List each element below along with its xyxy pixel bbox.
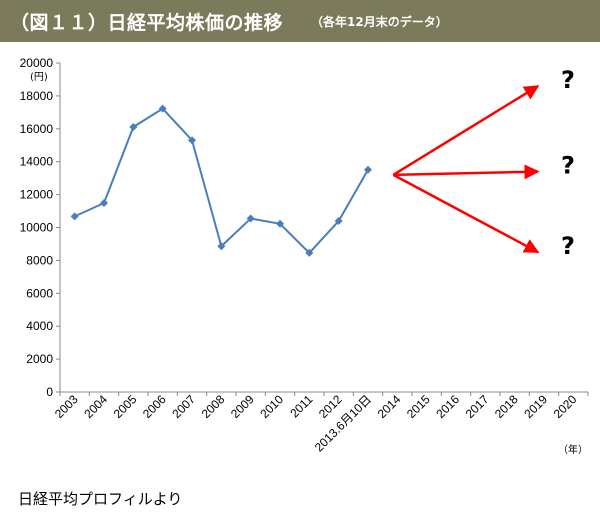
x-tick-label: 2016 (433, 392, 462, 421)
series-line (74, 107, 369, 255)
x-tick-label: 2009 (228, 392, 257, 421)
x-tick-label: 2015 (404, 392, 433, 421)
data-point (334, 217, 343, 226)
data-point (305, 248, 314, 257)
x-tick-label: 2005 (111, 392, 140, 421)
source-note: 日経平均プロフィルより (18, 490, 183, 508)
y-tick-label: 0 (46, 385, 53, 399)
x-tick-label: 2004 (81, 392, 110, 421)
data-point (364, 165, 372, 174)
chart-title: （図１１）日経平均株価の推移 (10, 11, 284, 34)
x-tick-label: 2019 (521, 392, 550, 421)
y-tick-label: 6000 (26, 286, 53, 300)
x-tick-label: 2018 (492, 392, 521, 421)
x-axis-unit: （年） (558, 443, 588, 456)
x-tick-label: 2008 (199, 392, 228, 421)
y-tick-label: 4000 (26, 319, 53, 333)
forecast-arrow (392, 84, 540, 176)
y-tick-label: 12000 (20, 188, 54, 202)
data-point (158, 104, 167, 113)
y-tick-label: 8000 (26, 253, 53, 267)
y-tick-label: 14000 (20, 155, 54, 169)
y-tick-label: 20000 (20, 56, 54, 70)
data-point (246, 214, 255, 223)
question-mark-label: ? (561, 152, 575, 180)
x-tick-label: 2017 (463, 392, 492, 421)
x-tick-label: 2014 (375, 392, 404, 421)
x-tick-label: 2006 (140, 392, 169, 421)
chart-subtitle: （各年12月末のデータ） (311, 14, 448, 29)
chart-header: （図１１）日経平均株価の推移 （各年12月末のデータ） (0, 0, 600, 42)
data-point (217, 242, 226, 251)
y-axis-unit: (円) (30, 72, 48, 83)
data-point (100, 199, 108, 208)
x-tick-label: 2007 (169, 392, 198, 421)
x-tick-label: 2003 (52, 392, 81, 421)
x-tick-label: 2011 (287, 392, 315, 420)
y-tick-label: 10000 (20, 221, 54, 235)
x-tick-label: 2020 (551, 392, 580, 421)
question-mark-label: ? (561, 232, 575, 260)
data-point (70, 212, 79, 221)
forecast-arrow (392, 173, 540, 254)
data-point (129, 122, 138, 131)
y-tick-label: 16000 (20, 122, 54, 136)
x-tick-label: 2010 (257, 392, 286, 421)
data-point (188, 136, 196, 145)
question-mark-label: ? (561, 66, 575, 94)
y-tick-label: 2000 (26, 352, 53, 366)
data-point (276, 219, 284, 228)
forecast-arrow (393, 164, 540, 180)
y-tick-label: 18000 (20, 89, 54, 103)
nikkei-line-chart: 0 2000 4000 6000 8000 10000 12000 14000 16000 180… (20, 56, 589, 456)
